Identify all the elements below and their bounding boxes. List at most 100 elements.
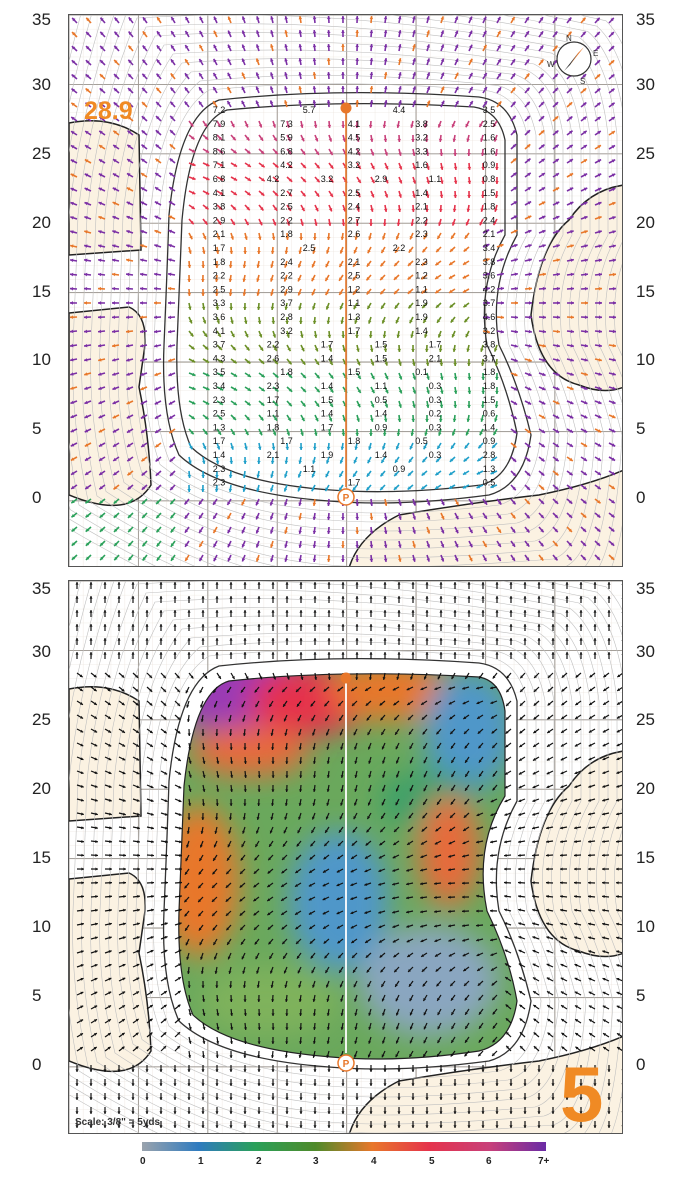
slope-arrow (242, 288, 247, 297)
slope-value: 0.5 (483, 478, 496, 488)
slope-arrow (90, 714, 98, 720)
slope-arrow (270, 16, 274, 24)
slope-arrow (537, 1065, 541, 1072)
slope-arrow (202, 672, 208, 680)
slope-arrow (84, 116, 92, 122)
slope-arrow (212, 498, 218, 506)
slope-arrow (242, 812, 246, 821)
slope-arrow (383, 582, 387, 589)
slope-arrow (420, 938, 428, 943)
slope-arrow (616, 728, 622, 733)
slope-arrow (547, 700, 554, 706)
slope-arrow (326, 742, 330, 750)
slope-arrow (545, 853, 554, 857)
slope-arrow (367, 728, 372, 736)
slope-arrow (142, 30, 148, 38)
slope-arrow (215, 742, 219, 751)
slope-arrow (462, 826, 470, 832)
slope-arrow (227, 16, 232, 24)
slope-arrow (313, 1065, 317, 1072)
slope-arrow (188, 358, 196, 363)
slope-arrow (272, 414, 278, 422)
slope-arrow (580, 116, 588, 122)
slope-arrow (159, 1121, 163, 1128)
slope-value: 8.6 (213, 146, 226, 156)
slope-arrow (492, 1036, 498, 1043)
slope-arrow (602, 936, 610, 940)
slope-arrow (327, 624, 331, 631)
slope-arrow (145, 638, 149, 645)
slope-arrow (341, 1107, 345, 1114)
slope-arrow (538, 329, 547, 334)
slope-arrow (188, 190, 196, 195)
slope-arrow (90, 881, 99, 885)
slope-arrow (286, 190, 293, 197)
slope-arrow (284, 512, 288, 520)
slope-value: 3.6 (213, 312, 226, 322)
slope-arrow (421, 966, 428, 973)
slope-arrow (270, 470, 274, 478)
slope-arrow (197, 882, 204, 889)
slope-arrow (538, 129, 545, 136)
slope-arrow (492, 1008, 498, 1015)
slope-arrow (168, 258, 176, 262)
slope-arrow (580, 215, 588, 220)
slope-arrow (160, 728, 167, 734)
slope-arrow (216, 442, 221, 450)
slope-arrow (131, 582, 135, 589)
slope-arrow (258, 148, 265, 155)
slope-arrow (594, 315, 603, 319)
slope-arrow (83, 286, 92, 291)
slope-arrow (202, 344, 209, 351)
slope-arrow (313, 1022, 317, 1031)
slope-arrow (616, 964, 622, 968)
slope-arrow (160, 881, 169, 885)
slope-arrow (392, 686, 400, 691)
slope-arrow (244, 218, 250, 226)
slope-arrow (481, 596, 485, 603)
slope-arrow (308, 896, 316, 901)
slope-arrow (117, 652, 121, 659)
slope-arrow (297, 274, 302, 282)
slope-arrow (524, 484, 531, 491)
slope-arrow (532, 936, 540, 940)
slope-arrow (366, 966, 372, 973)
slope-arrow (462, 714, 470, 720)
slope-arrow (142, 16, 148, 24)
slope-arrow (202, 770, 206, 778)
slope-arrow (608, 17, 615, 24)
slope-arrow (309, 686, 316, 693)
slope-arrow (538, 386, 546, 391)
slope-arrow (462, 840, 470, 845)
slope-arrow (448, 700, 456, 705)
slope-arrow (76, 977, 84, 982)
slope-arrow (552, 286, 561, 291)
slope-arrow (353, 1050, 358, 1058)
slope-arrow (313, 596, 317, 603)
y-tick: 20 (636, 779, 655, 798)
slope-arrow (409, 1008, 414, 1016)
slope-arrow (215, 1107, 219, 1114)
slope-arrow (312, 43, 317, 52)
slope-arrow (140, 442, 148, 448)
slope-arrow (524, 344, 533, 348)
slope-arrow (170, 540, 176, 548)
slope-arrow (112, 372, 120, 376)
slope-arrow (453, 162, 458, 171)
slope-arrow (411, 1079, 415, 1086)
slope-value: 1.6 (483, 133, 496, 143)
slope-arrow (546, 936, 554, 940)
slope-arrow (602, 798, 610, 802)
slope-arrow (241, 72, 246, 80)
slope-arrow (580, 244, 588, 248)
slope-arrow (202, 330, 208, 338)
slope-arrow (201, 582, 205, 589)
slope-arrow (490, 686, 498, 690)
slope-arrow (327, 652, 331, 659)
slope-arrow (588, 784, 596, 788)
slope-value: 2.5 (303, 243, 316, 253)
slope-arrow (99, 17, 106, 24)
slope-arrow (510, 186, 518, 192)
slope-arrow (368, 120, 373, 129)
slope-arrow (607, 1121, 611, 1128)
